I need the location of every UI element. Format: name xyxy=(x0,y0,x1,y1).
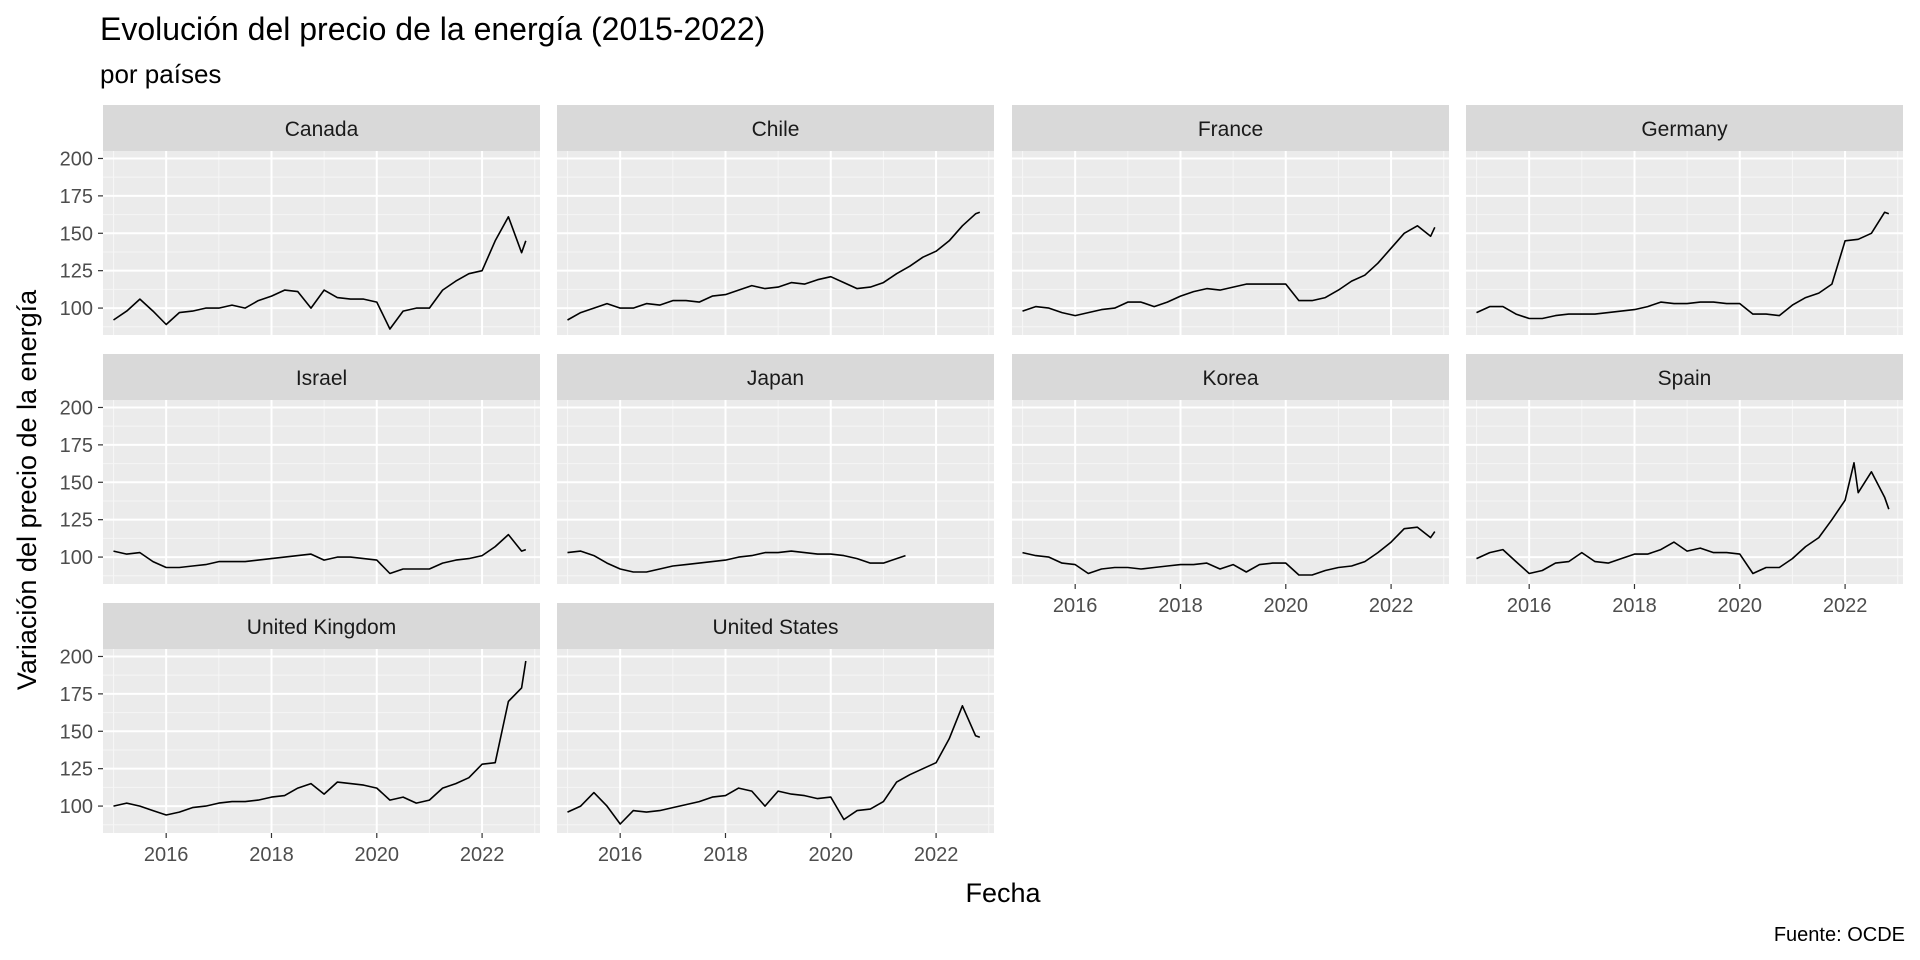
facet-strip-label: Germany xyxy=(1641,118,1728,141)
facet-strip xyxy=(1466,105,1903,151)
y-tick-label: 175 xyxy=(60,186,93,208)
facet-strip xyxy=(1466,354,1903,400)
facet-panel: Israel 100 125 150 175 200 xyxy=(60,354,540,584)
facet-strip xyxy=(103,603,540,649)
facet-strip xyxy=(557,354,994,400)
facet-strip-label: Japan xyxy=(747,367,804,390)
x-tick-label: 2016 xyxy=(1507,595,1552,617)
series-line xyxy=(1476,462,1890,575)
x-tick-label: 2020 xyxy=(355,844,400,866)
x-axis-title: Fecha xyxy=(965,878,1041,908)
y-tick-label: 200 xyxy=(60,646,93,668)
facet-strip-label: Chile xyxy=(752,118,800,141)
facet-panel: United States 2016 2018 2020 2022 xyxy=(557,603,994,866)
y-tick-label: 200 xyxy=(60,148,93,170)
x-tick-label: 2016 xyxy=(1053,595,1098,617)
y-tick-label: 175 xyxy=(60,684,93,706)
chart-subtitle: por países xyxy=(100,59,221,89)
y-tick-label: 125 xyxy=(60,261,93,283)
facet-panel: Spain 2016 2018 2020 2022 xyxy=(1466,354,1903,617)
facet-strip-label: Korea xyxy=(1202,367,1258,390)
facet-panel: Germany xyxy=(1466,105,1903,335)
panel-background xyxy=(103,400,540,584)
x-tick-label: 2020 xyxy=(1718,595,1763,617)
y-tick-label: 150 xyxy=(60,721,93,743)
facet-panel: Korea 2016 2018 2020 2022 xyxy=(1012,354,1449,617)
x-tick-label: 2022 xyxy=(460,844,505,866)
facet-strip xyxy=(557,603,994,649)
facet-strip-label: Israel xyxy=(296,367,347,390)
facet-strip-label: Canada xyxy=(285,118,359,141)
panel-background xyxy=(557,649,994,833)
y-tick-label: 100 xyxy=(60,298,93,320)
x-tick-label: 2018 xyxy=(703,844,748,866)
series-line xyxy=(567,705,981,825)
facet-strip-label: United Kingdom xyxy=(247,616,396,639)
x-tick-label: 2016 xyxy=(598,844,643,866)
series-line xyxy=(113,533,527,575)
x-tick-label: 2018 xyxy=(1158,595,1203,617)
x-tick-label: 2016 xyxy=(144,844,189,866)
facet-strip-label: France xyxy=(1198,118,1263,141)
y-tick-label: 150 xyxy=(60,472,93,494)
x-tick-label: 2022 xyxy=(914,844,959,866)
x-tick-label: 2018 xyxy=(1612,595,1657,617)
facet-panel: France xyxy=(1012,105,1449,335)
facet-strip xyxy=(1012,105,1449,151)
x-tick-label: 2020 xyxy=(1264,595,1309,617)
x-tick-label: 2022 xyxy=(1823,595,1868,617)
panel-background xyxy=(103,151,540,335)
facet-panel: Chile xyxy=(557,105,994,335)
facet-strip-label: Spain xyxy=(1658,367,1712,390)
facet-strip-label: United States xyxy=(712,616,838,639)
y-tick-label: 100 xyxy=(60,796,93,818)
series-line xyxy=(1022,526,1436,576)
panel-background xyxy=(557,151,994,335)
facet-strip xyxy=(557,105,994,151)
x-tick-label: 2022 xyxy=(1369,595,1414,617)
facet-strip xyxy=(1012,354,1449,400)
x-tick-label: 2020 xyxy=(809,844,854,866)
series-line xyxy=(567,211,981,321)
facet-strip xyxy=(103,105,540,151)
y-axis-title: Variación del precio de la energía xyxy=(12,289,42,690)
facet-strip xyxy=(103,354,540,400)
series-line xyxy=(113,660,527,816)
chart-title: Evolución del precio de la energía (2015… xyxy=(100,11,765,47)
y-tick-label: 125 xyxy=(60,759,93,781)
series-line xyxy=(567,550,906,573)
panel-background xyxy=(103,649,540,833)
y-tick-label: 100 xyxy=(60,547,93,569)
y-tick-label: 125 xyxy=(60,510,93,532)
facet-panel: Japan xyxy=(557,354,994,584)
panel-background xyxy=(1012,151,1449,335)
y-tick-label: 175 xyxy=(60,435,93,457)
y-tick-label: 150 xyxy=(60,223,93,245)
facet-panel: Canada 100 125 150 175 200 xyxy=(60,105,540,335)
series-line xyxy=(113,216,527,330)
facet-panels: Canada 100 125 150 175 200 Chile France Germany I… xyxy=(60,105,1903,866)
series-line xyxy=(1476,211,1890,320)
y-tick-label: 200 xyxy=(60,397,93,419)
chart-caption: Fuente: OCDE xyxy=(1774,924,1905,946)
series-line xyxy=(1022,225,1436,317)
panel-background xyxy=(1466,400,1903,584)
x-tick-label: 2018 xyxy=(249,844,294,866)
facet-panel: United Kingdom 100 125 150 175 200 2016 2018 202… xyxy=(60,603,540,866)
